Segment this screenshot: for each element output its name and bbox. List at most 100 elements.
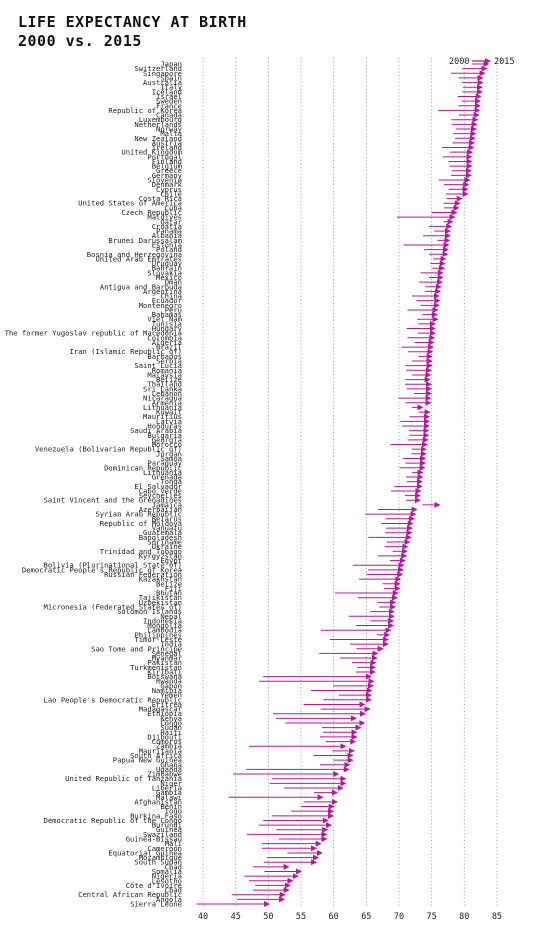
country-label: Denmark <box>152 180 183 189</box>
country-label: Brazil <box>156 343 182 352</box>
x-tick-label: 45 <box>231 912 241 922</box>
country-label: Thailand <box>147 380 182 389</box>
country-label: Saint Lucia <box>134 361 182 370</box>
country-label: Solomon Islands <box>117 607 182 616</box>
country-label: Algeria <box>152 338 182 347</box>
country-label: Kazakhstan <box>139 575 182 584</box>
country-label: Argentina <box>143 287 182 296</box>
country-label: Israel <box>156 92 182 101</box>
country-label: Mali <box>165 839 182 848</box>
country-label: Belize <box>156 579 182 588</box>
legend: 2000 2015 <box>449 57 514 67</box>
country-label: United Republic of Tanzania <box>65 774 182 783</box>
country-label: Rwanda <box>156 677 182 686</box>
country-label: Kiribati <box>147 667 182 676</box>
country-label: Albania <box>152 231 182 240</box>
country-label: South Africa <box>130 751 182 760</box>
country-label: Turkmenistan <box>130 663 182 672</box>
country-label: Haiti <box>160 728 182 737</box>
country-label: Japan <box>160 60 182 69</box>
country-label: Morocco <box>152 440 182 449</box>
country-label: Bulgaria <box>147 431 182 440</box>
country-label: Tunisia <box>152 319 182 328</box>
country-label: Cambodia <box>147 626 182 635</box>
country-label: Indonesia <box>143 616 182 625</box>
country-label: Cuba <box>165 203 182 212</box>
country-label: Mozambique <box>139 853 182 862</box>
country-label: Republic of Korea <box>108 106 182 115</box>
country-label: Syrian Arab Republic <box>95 510 182 519</box>
country-label: Germany <box>152 171 183 180</box>
country-label: Eritrea <box>152 700 182 709</box>
country-label: Dominican Republic <box>104 463 182 472</box>
country-label: Kuwait <box>156 408 182 417</box>
grid-lines <box>202 58 498 906</box>
country-label: Tonga <box>160 477 182 486</box>
country-label: South Sudan <box>134 858 182 867</box>
country-label: Estonia <box>152 240 182 249</box>
country-label: Uzbekistan <box>139 598 182 607</box>
country-label: Malawi <box>156 793 182 802</box>
country-label: Ecuador <box>152 296 183 305</box>
country-label: Guatemala <box>143 528 182 537</box>
country-label: Uganda <box>156 765 182 774</box>
country-label: Timor-Leste <box>134 635 182 644</box>
country-label: Comoros <box>152 737 182 746</box>
country-label: Saudi Arabia <box>130 426 182 435</box>
country-label: Sri Lanka <box>143 384 182 393</box>
country-label: Latvia <box>156 417 182 426</box>
country-label: Iceland <box>152 87 182 96</box>
x-tick-label: 60 <box>329 912 339 922</box>
country-label: Zimbabwe <box>147 770 182 779</box>
country-label: Bosnia and Herzegovina <box>87 250 182 259</box>
country-label: Mauritania <box>139 746 182 755</box>
country-label: Seychelles <box>139 491 182 500</box>
country-label: Mexico <box>156 273 182 282</box>
country-label: Belarus <box>152 514 182 523</box>
country-label: Belize <box>156 375 182 384</box>
country-label: Austria <box>152 138 182 147</box>
country-label: Costa Rica <box>139 194 182 203</box>
country-label: India <box>160 640 182 649</box>
country-label: Vanuatu <box>152 524 182 533</box>
country-label: Azerbaijan <box>139 505 182 514</box>
country-label: Gabon <box>160 681 182 690</box>
country-label: Sierra Leone <box>130 900 182 909</box>
country-label: Ukraine <box>152 542 182 551</box>
country-label: Netherlands <box>134 120 182 129</box>
country-label: Norway <box>156 124 183 133</box>
country-label: Cameroon <box>147 844 182 853</box>
country-label: Egypt <box>160 556 182 565</box>
country-label: Hungary <box>152 324 183 333</box>
x-tick-label: 40 <box>198 912 208 922</box>
country-label: Bhutan <box>156 589 182 598</box>
country-label: Croatia <box>152 222 182 231</box>
country-label: Suriname <box>147 538 182 547</box>
country-label: Paraguay <box>147 459 182 468</box>
x-tick-label: 80 <box>459 912 469 922</box>
legend-label-2015: 2015 <box>494 57 514 67</box>
country-label: Niger <box>160 779 182 788</box>
country-label: Malta <box>160 129 182 138</box>
country-label: Afghanistan <box>134 797 182 806</box>
country-label: Serbia <box>156 357 182 366</box>
country-label: Jordan <box>156 449 182 458</box>
country-label: Saint Vincent and the Grenadines <box>44 496 182 505</box>
country-label: Democratic Republic of the Congo <box>44 816 182 825</box>
country-label: Antigua and Barbuda <box>100 282 182 291</box>
country-label: Sweden <box>156 97 182 106</box>
country-label: Sao Tome and Principe <box>91 644 182 653</box>
country-label: Micronesia (Federated States of) <box>44 602 182 611</box>
country-label: Cyprus <box>156 185 182 194</box>
country-label: Armenia <box>152 398 182 407</box>
country-label: Mongolia <box>147 621 182 630</box>
country-label: Lithuania <box>143 403 182 412</box>
country-label: Burundi <box>152 821 182 830</box>
country-label: Poland <box>156 245 182 254</box>
x-tick-label: 55 <box>296 912 306 922</box>
country-label: Mauritius <box>143 412 182 421</box>
x-tick-label: 85 <box>492 912 502 922</box>
country-label: Nepal <box>160 612 182 621</box>
arrow-series <box>196 61 490 907</box>
